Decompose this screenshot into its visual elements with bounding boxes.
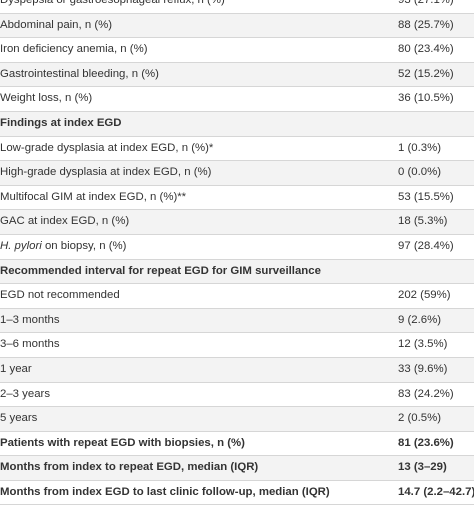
section-row: Findings at index EGD — [0, 111, 474, 137]
row-value: 12 (3.5%) — [398, 338, 448, 351]
row-value: 2 (0.5%) — [398, 412, 442, 425]
row-value: 18 (5.3%) — [398, 215, 448, 228]
row-value: 83 (24.2%) — [398, 387, 454, 400]
section-row: Months from index to repeat EGD, median … — [0, 456, 474, 481]
row-value: 202 (59%) — [398, 289, 451, 302]
table-row: H. pylori on biopsy, n (%) 97 (28.4%) — [0, 235, 474, 260]
row-label: 2–3 years — [0, 387, 51, 400]
row-value: 93 (27.1%) — [398, 0, 454, 6]
row-label: Recommended interval for repeat EGD for … — [0, 264, 321, 277]
table-row: Low-grade dysplasia at index EGD, n (%)*… — [0, 137, 474, 162]
table-row: Abdominal pain, n (%) 88 (25.7%) — [0, 13, 474, 39]
row-value: 52 (15.2%) — [398, 67, 454, 80]
row-label: Low-grade dysplasia at index EGD, n (%)* — [0, 141, 214, 154]
section-row: Recommended interval for repeat EGD for … — [0, 259, 474, 285]
table-row: 1 year 33 (9.6%) — [0, 357, 474, 383]
row-value: 9 (2.6%) — [398, 313, 442, 326]
table-row: Iron deficiency anemia, n (%) 80 (23.4%) — [0, 38, 474, 63]
row-label: High-grade dysplasia at index EGD, n (%) — [0, 166, 212, 179]
row-label: Iron deficiency anemia, n (%) — [0, 43, 148, 56]
table-row: 3–6 months 12 (3.5%) — [0, 333, 474, 358]
row-value: 80 (23.4%) — [398, 43, 454, 56]
row-value: 13 (3–29) — [398, 461, 447, 474]
row-value: 81 (23.6%) — [398, 436, 454, 449]
row-label: Multifocal GIM at index EGD, n (%)** — [0, 190, 187, 203]
row-label: Dyspepsia or gastroesophageal reflux, n … — [0, 0, 225, 6]
section-row: Patients with repeat EGD with biopsies, … — [0, 432, 474, 457]
table-row: 5 years 2 (0.5%) — [0, 407, 474, 432]
row-label: Months from index EGD to last clinic fol… — [0, 485, 330, 498]
table-row: Gastrointestinal bleeding, n (%) 52 (15.2… — [0, 62, 474, 88]
row-value: 36 (10.5%) — [398, 92, 454, 105]
table-row: Weight loss, n (%) 36 (10.5%) — [0, 87, 474, 112]
row-label: GAC at index EGD, n (%) — [0, 215, 130, 228]
row-value: 53 (15.5%) — [398, 190, 454, 203]
row-value: 33 (9.6%) — [398, 362, 448, 375]
row-value: 97 (28.4%) — [398, 239, 454, 252]
row-label: 1 year — [0, 362, 32, 375]
row-value: 88 (25.7%) — [398, 18, 454, 31]
table-row: EGD not recommended 202 (59%) — [0, 284, 474, 309]
table-row: High-grade dysplasia at index EGD, n (%)… — [0, 161, 474, 186]
row-label: Findings at index EGD — [0, 116, 122, 129]
row-label-italic: H. pylori — [0, 239, 42, 252]
row-label: EGD not recommended — [0, 289, 120, 302]
row-label: 1–3 months — [0, 313, 60, 326]
row-label: Gastrointestinal bleeding, n (%) — [0, 67, 159, 80]
table-row: 2–3 years 83 (24.2%) — [0, 383, 474, 408]
row-label: Abdominal pain, n (%) — [0, 18, 113, 31]
row-value: 0 (0.0%) — [398, 166, 442, 179]
row-value: 1 (0.3%) — [398, 141, 442, 154]
row-label: Months from index to repeat EGD, median … — [0, 461, 259, 474]
section-row: Months from index EGD to last clinic fol… — [0, 481, 474, 505]
table-row: Dyspepsia or gastroesophageal reflux, n … — [0, 0, 474, 14]
row-label: 5 years — [0, 412, 38, 425]
row-label: Weight loss, n (%) — [0, 92, 93, 105]
table-row: GAC at index EGD, n (%) 18 (5.3%) — [0, 210, 474, 235]
row-label-text: on biopsy, n (%) — [41, 239, 127, 252]
row-label: H. pylori on biopsy, n (%) — [0, 235, 126, 259]
row-label: Patients with repeat EGD with biopsies, … — [0, 436, 245, 449]
table-row: Multifocal GIM at index EGD, n (%)** 53 (… — [0, 186, 474, 211]
table-row: 1–3 months 9 (2.6%) — [0, 308, 474, 334]
row-label: 3–6 months — [0, 338, 60, 351]
row-value: 14.7 (2.2–42.7) — [398, 485, 474, 498]
